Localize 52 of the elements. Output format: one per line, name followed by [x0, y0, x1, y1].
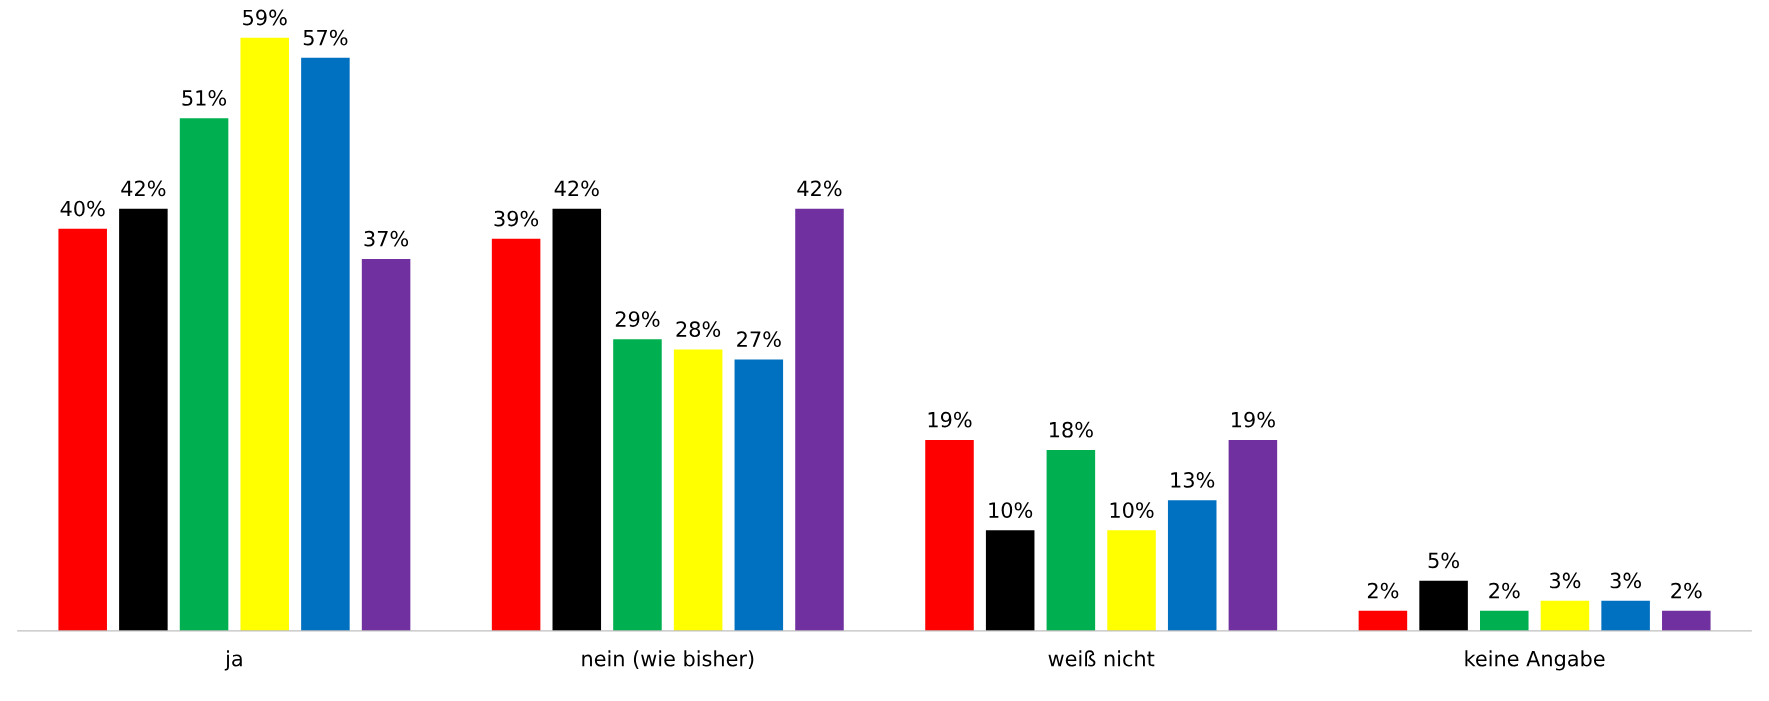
- x-tick-label: ja: [224, 650, 242, 671]
- data-label: 42%: [797, 180, 842, 197]
- data-label: 2%: [1367, 582, 1399, 599]
- data-label: 57%: [303, 29, 348, 46]
- bar: [1662, 610, 1711, 631]
- bar: [361, 258, 411, 631]
- bar: [985, 530, 1035, 631]
- bar: [119, 208, 168, 631]
- bar: [491, 238, 541, 631]
- x-tick-label: keine Angabe: [1465, 650, 1605, 671]
- bar: [673, 349, 723, 631]
- bar: [795, 208, 844, 631]
- bar: [1107, 530, 1156, 631]
- data-label: 13%: [1171, 472, 1215, 488]
- bar: [58, 228, 107, 631]
- data-label: 2%: [1489, 582, 1520, 599]
- data-label: 2%: [1671, 582, 1702, 599]
- bar: [1358, 610, 1408, 631]
- data-label: 10%: [1110, 502, 1154, 518]
- data-label: 10%: [989, 502, 1033, 518]
- bar: [1046, 449, 1096, 631]
- data-label: 59%: [243, 9, 287, 26]
- data-label: 27%: [737, 331, 781, 348]
- data-label: 3%: [1610, 572, 1641, 589]
- bar: [734, 359, 784, 631]
- data-label: 39%: [494, 210, 539, 227]
- bar: [613, 339, 662, 631]
- data-label: 29%: [615, 311, 660, 327]
- data-label: 28%: [676, 321, 721, 338]
- data-label: 19%: [1232, 411, 1275, 428]
- x-tick-label: nein (wie bisher): [582, 650, 754, 669]
- bar: [301, 57, 350, 631]
- data-label: 37%: [364, 230, 409, 247]
- bar: [552, 208, 602, 631]
- bar: [1419, 580, 1468, 631]
- bar: [1228, 439, 1278, 631]
- data-label: 18%: [1050, 421, 1093, 438]
- bar: [179, 118, 229, 631]
- bar: [1601, 600, 1650, 631]
- bar: [1480, 610, 1529, 631]
- data-label: 42%: [121, 180, 166, 197]
- bar: [240, 37, 289, 631]
- data-label: 19%: [928, 411, 972, 428]
- bar: [1540, 600, 1590, 631]
- data-label: 40%: [60, 200, 105, 217]
- x-tick-label: weiß nicht: [1048, 650, 1155, 667]
- data-label: 51%: [182, 90, 227, 106]
- bar: [1167, 500, 1217, 631]
- data-label: 5%: [1428, 552, 1459, 569]
- data-label: 42%: [554, 180, 599, 197]
- data-label: 3%: [1550, 572, 1581, 589]
- bar: [925, 439, 974, 631]
